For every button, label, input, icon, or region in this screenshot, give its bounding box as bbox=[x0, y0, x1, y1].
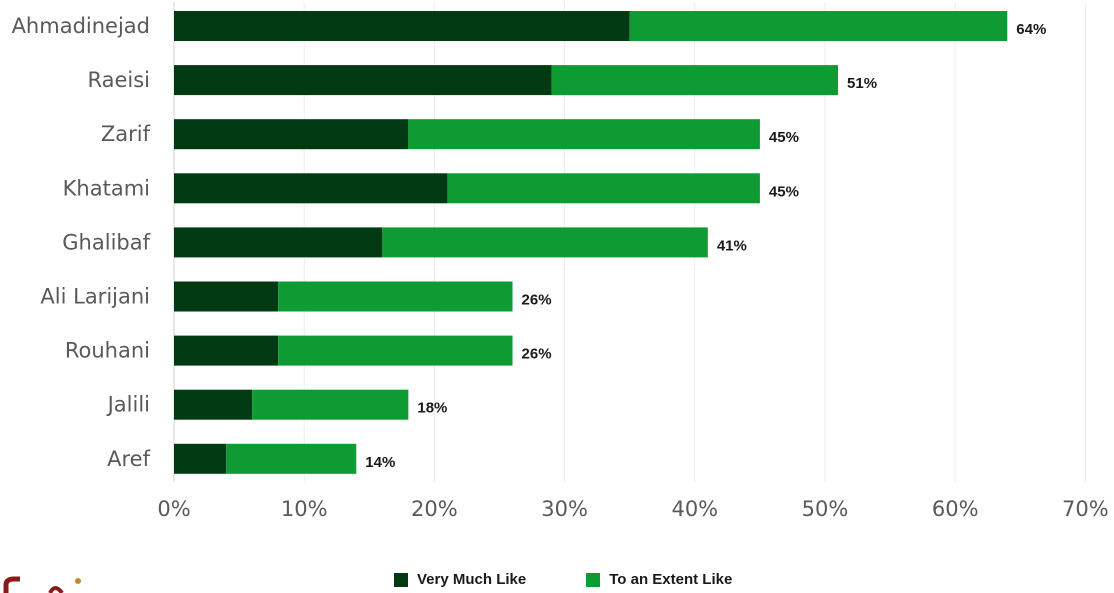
x-tick-label-60: 60% bbox=[932, 497, 979, 521]
total-label-ali-larijani: 26% bbox=[522, 292, 552, 309]
x-tick-label-10: 10% bbox=[281, 497, 328, 521]
bar-ali-larijani-very-much-like bbox=[174, 281, 279, 312]
x-tick-label-70: 70% bbox=[1062, 497, 1109, 521]
total-label-ahmadinejad: 64% bbox=[1016, 21, 1046, 38]
category-label-zarif: Zarif bbox=[101, 122, 151, 146]
x-tick-label-50: 50% bbox=[802, 497, 849, 521]
bar-zarif-to-an-extent-like bbox=[408, 119, 760, 150]
category-label-jalili: Jalili bbox=[106, 393, 150, 417]
bar-ahmadinejad-to-an-extent-like bbox=[629, 11, 1008, 41]
bar-aref-to-an-extent-like bbox=[226, 443, 357, 474]
bar-raeisi-to-an-extent-like bbox=[551, 65, 839, 96]
chart-legend: Very Much Like To an Extent Like bbox=[394, 571, 792, 588]
x-tick-label-20: 20% bbox=[411, 497, 458, 521]
bar-ali-larijani-to-an-extent-like bbox=[278, 281, 513, 312]
category-label-ali-larijani: Ali Larijani bbox=[40, 285, 150, 309]
bar-zarif-very-much-like bbox=[174, 119, 409, 150]
legend-swatch-to-an-extent-like bbox=[586, 572, 601, 587]
bar-khatami-very-much-like bbox=[174, 173, 448, 204]
category-label-raeisi: Raeisi bbox=[87, 68, 150, 92]
total-label-aref: 14% bbox=[365, 454, 395, 471]
legend-label-to-an-extent-like: To an Extent Like bbox=[609, 571, 733, 588]
legend-item-very-much-like: Very Much Like bbox=[394, 571, 526, 588]
total-label-raeisi: 51% bbox=[847, 75, 877, 92]
bar-rouhani-to-an-extent-like bbox=[278, 335, 513, 366]
legend-swatch-very-much-like bbox=[394, 572, 408, 587]
legend-item-to-an-extent-like: To an Extent Like bbox=[586, 571, 732, 588]
bar-aref-very-much-like bbox=[174, 443, 227, 474]
total-label-jalili: 18% bbox=[417, 400, 447, 417]
bar-jalili-very-much-like bbox=[174, 389, 253, 420]
total-label-ghalibaf: 41% bbox=[717, 237, 747, 254]
logo bbox=[0, 575, 110, 593]
total-label-khatami: 45% bbox=[769, 183, 799, 200]
x-tick-label-0: 0% bbox=[157, 497, 190, 521]
total-label-rouhani: 26% bbox=[522, 346, 552, 363]
bar-jalili-to-an-extent-like bbox=[252, 389, 409, 420]
bar-ghalibaf-to-an-extent-like bbox=[382, 227, 708, 258]
bar-khatami-to-an-extent-like bbox=[447, 173, 760, 204]
legend-label-very-much-like: Very Much Like bbox=[417, 571, 527, 588]
category-label-aref: Aref bbox=[107, 447, 150, 471]
category-label-ghalibaf: Ghalibaf bbox=[62, 230, 150, 254]
bar-ghalibaf-very-much-like bbox=[174, 227, 383, 258]
category-label-rouhani: Rouhani bbox=[65, 339, 150, 363]
bar-raeisi-very-much-like bbox=[174, 65, 552, 96]
bar-rouhani-very-much-like bbox=[174, 335, 279, 366]
bar-ahmadinejad-very-much-like bbox=[174, 11, 630, 41]
x-tick-label-40: 40% bbox=[671, 497, 718, 521]
total-label-zarif: 45% bbox=[769, 129, 799, 146]
x-tick-label-30: 30% bbox=[541, 497, 588, 521]
category-label-ahmadinejad: Ahmadinejad bbox=[12, 14, 150, 38]
logo-mark bbox=[3, 576, 81, 593]
category-label-khatami: Khatami bbox=[63, 176, 150, 200]
